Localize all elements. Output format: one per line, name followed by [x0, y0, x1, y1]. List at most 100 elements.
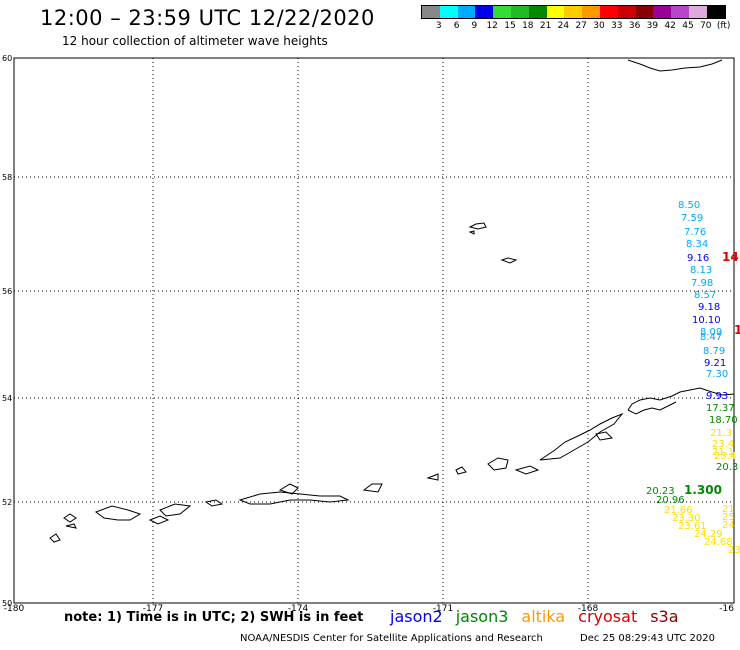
wave-height-label: 23 [728, 545, 740, 556]
legend-swatch [510, 6, 529, 18]
legend-swatch [653, 6, 672, 18]
latitude-label: 50 [2, 599, 12, 608]
legend-swatch [564, 6, 583, 18]
legend-swatch [599, 6, 618, 18]
wave-height-label: 23.4 [714, 451, 736, 462]
legend-label: 3 [435, 21, 442, 31]
legend-label: 33 [611, 21, 623, 31]
wave-height-label: 8.13 [690, 265, 712, 276]
color-legend: 3 6 9 12 15 18 21 24 27 30 33 36 39 42 45 70 (ft) [421, 5, 730, 33]
wave-height-label: 24.68 [704, 537, 733, 548]
coastline [49, 59, 735, 543]
wave-height-label: 21.66 [664, 505, 693, 516]
longitude-label: -171 [433, 604, 453, 614]
wave-height-label: 21.1 [712, 447, 734, 458]
legend-swatch [635, 6, 654, 18]
satellite-altika: altika [521, 607, 566, 626]
map-frame [13, 57, 735, 604]
longitude-labels: -180 -177 -174 -171 -168 -16 [4, 604, 734, 614]
wave-height-label: 20.3 [716, 462, 738, 473]
wave-height-label: 8.47 [700, 332, 722, 343]
legend-swatch [546, 6, 565, 18]
wave-height-label: 8.09 [700, 327, 722, 338]
wave-height-label: 21.3 [710, 428, 732, 439]
wave-height-label: 20.96 [656, 495, 685, 506]
wave-height-label: 8.50 [678, 200, 700, 211]
credit-text: NOAA/NESDIS Center for Satellite Applica… [240, 633, 543, 644]
satellite-legend: jason2 jason3 altika cryosat s3a [390, 607, 692, 626]
longitude-label: -180 [4, 604, 25, 614]
longitude-label: -168 [578, 604, 599, 614]
wave-height-labels: 8.50 7.59 7.768.34 9.16 14 8.13 7.988.579.18 10… [646, 200, 740, 556]
wave-height-label: 24.29 [694, 529, 723, 540]
legend-swatch [688, 6, 707, 18]
legend-label: (ft) [716, 21, 731, 31]
graticule [14, 58, 734, 603]
latitude-label: 52 [2, 498, 12, 507]
wave-height-label: 7.76 [684, 227, 706, 238]
wave-height-label: 9.16 [687, 253, 709, 264]
wave-height-label: 7.98 [691, 278, 713, 289]
legend-swatch [475, 6, 494, 18]
wave-height-label: 1 [734, 323, 740, 337]
wave-height-label: 25 [722, 512, 735, 523]
legend-label: 39 [646, 21, 659, 31]
map-title: 12:00 – 23:59 UTC 12/22/2020 [40, 6, 375, 30]
wave-height-label: 14 [722, 250, 739, 264]
latitude-label: 56 [2, 287, 12, 296]
latitude-label: 58 [2, 173, 12, 182]
latitude-label: 60 [2, 54, 12, 63]
legend-swatch [706, 6, 725, 18]
wave-height-label: 9.93 [706, 391, 728, 402]
legend-label: 9 [471, 21, 478, 31]
wave-height-label: 20.23 [646, 486, 675, 497]
wave-height-label: 18.70 [709, 415, 738, 426]
legend-label: 30 [593, 21, 605, 31]
map-subtitle: 12 hour collection of altimeter wave hei… [62, 34, 328, 48]
legend-swatch [617, 6, 636, 18]
latitude-label: 54 [2, 394, 12, 403]
legend-labels: 3 6 9 12 15 18 21 24 27 30 33 36 39 42 45 70 (ft) [421, 19, 730, 33]
wave-height-label: 23.61 [678, 521, 707, 532]
legend-color-bar [421, 5, 726, 19]
wave-height-label: 8.57 [694, 290, 716, 301]
wave-height-label: 23.4 [712, 439, 734, 450]
satellite-jason3: jason3 [455, 607, 509, 626]
legend-swatch [439, 6, 458, 18]
legend-label: 27 [575, 21, 587, 31]
longitude-label: -16 [719, 604, 734, 614]
legend-swatch [457, 6, 476, 18]
longitude-label: -177 [143, 604, 163, 614]
legend-swatch [671, 6, 689, 18]
wave-height-label: 8.79 [703, 346, 725, 357]
satellite-cryosat: cryosat [578, 607, 638, 626]
latitude-labels: 60 58 56 54 52 50 [2, 54, 12, 608]
wave-height-label: 10.10 [692, 315, 721, 326]
legend-label: 42 [664, 21, 676, 31]
wave-height-label: 23.30 [672, 513, 701, 524]
satellite-s3a: s3a [650, 607, 679, 626]
legend-label: 70 [700, 21, 712, 31]
wave-height-label: 7.59 [681, 213, 703, 224]
legend-swatch [422, 6, 440, 18]
footer-note: note: 1) Time is in UTC; 2) SWH is in fe… [64, 610, 364, 625]
satellite-jason2: jason2 [390, 607, 443, 626]
wave-height-label: 8.34 [686, 239, 708, 250]
legend-label: 36 [628, 21, 641, 31]
legend-swatch [582, 6, 600, 18]
legend-swatch [493, 6, 511, 18]
wave-height-label: 9.18 [698, 302, 720, 313]
legend-label: 15 [504, 21, 516, 31]
wave-height-label: 17.37 [706, 403, 735, 414]
wave-height-label: 24 [722, 520, 735, 531]
wave-height-label: 21 [722, 504, 735, 515]
legend-swatch [528, 6, 547, 18]
wave-height-label: 7.30 [706, 369, 728, 380]
longitude-label: -174 [288, 604, 309, 614]
legend-label: 12 [486, 21, 498, 31]
wave-height-label: 1.300 [684, 483, 722, 497]
legend-label: 24 [557, 21, 570, 31]
legend-label: 18 [522, 21, 534, 31]
legend-label: 6 [453, 21, 460, 31]
